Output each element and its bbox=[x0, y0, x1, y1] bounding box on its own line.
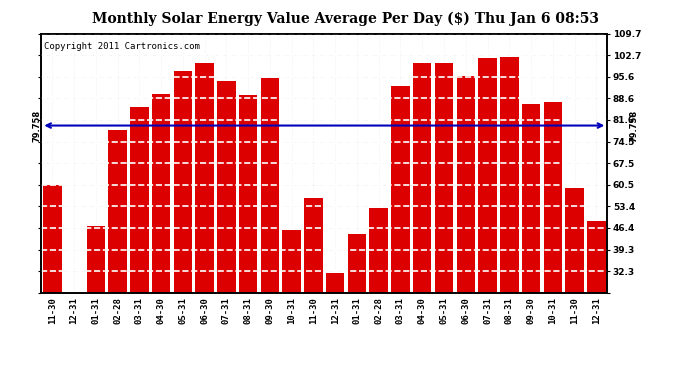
Text: 3.466: 3.466 bbox=[200, 341, 209, 364]
Text: Copyright 2011 Cartronics.com: Copyright 2011 Cartronics.com bbox=[44, 42, 200, 51]
Text: 1.829: 1.829 bbox=[374, 341, 383, 364]
Text: 3.526: 3.526 bbox=[483, 341, 492, 364]
Bar bbox=[261, 78, 279, 370]
Bar bbox=[282, 230, 301, 370]
Bar bbox=[369, 208, 388, 370]
Bar bbox=[391, 86, 410, 370]
Text: 3.104: 3.104 bbox=[244, 341, 253, 364]
Bar bbox=[108, 130, 127, 370]
Text: 3.258: 3.258 bbox=[222, 341, 231, 364]
Text: 3.381: 3.381 bbox=[178, 341, 188, 364]
Text: 1.535: 1.535 bbox=[353, 341, 362, 364]
Bar bbox=[195, 63, 214, 370]
Bar bbox=[348, 234, 366, 370]
Text: 2.092: 2.092 bbox=[48, 341, 57, 364]
Text: 1.584: 1.584 bbox=[287, 341, 296, 364]
Text: 3.118: 3.118 bbox=[157, 341, 166, 364]
Text: 2.998: 2.998 bbox=[526, 341, 535, 364]
Bar bbox=[478, 58, 497, 370]
Text: 3.317: 3.317 bbox=[461, 341, 471, 364]
Text: 2.712: 2.712 bbox=[113, 341, 122, 364]
Bar bbox=[239, 95, 257, 370]
Bar bbox=[65, 293, 83, 370]
Text: 0.868: 0.868 bbox=[70, 341, 79, 364]
Bar bbox=[43, 185, 61, 370]
Bar bbox=[86, 226, 105, 370]
Text: 1.680: 1.680 bbox=[592, 341, 601, 364]
Text: 79.758: 79.758 bbox=[630, 110, 639, 142]
Bar bbox=[304, 198, 323, 370]
Text: 1.943: 1.943 bbox=[309, 341, 318, 364]
Bar bbox=[522, 105, 540, 370]
Text: 3.464: 3.464 bbox=[417, 341, 426, 364]
Bar bbox=[174, 70, 192, 370]
Bar bbox=[152, 94, 170, 370]
Text: 3.302: 3.302 bbox=[266, 341, 275, 364]
Bar bbox=[500, 57, 518, 370]
Text: 1.094: 1.094 bbox=[331, 341, 339, 364]
Text: 3.539: 3.539 bbox=[505, 341, 514, 364]
Text: 3.464: 3.464 bbox=[440, 341, 449, 364]
Text: Monthly Solar Energy Value Average Per Day ($) Thu Jan 6 08:53: Monthly Solar Energy Value Average Per D… bbox=[92, 11, 598, 26]
Bar bbox=[544, 102, 562, 370]
Bar bbox=[587, 221, 606, 370]
Text: 3.204: 3.204 bbox=[396, 341, 405, 364]
Bar bbox=[435, 63, 453, 370]
Bar bbox=[326, 273, 344, 370]
Text: 3.028: 3.028 bbox=[549, 341, 558, 364]
Bar bbox=[457, 76, 475, 370]
Text: 1.622: 1.622 bbox=[91, 341, 100, 364]
Text: 2.973: 2.973 bbox=[135, 341, 144, 364]
Bar bbox=[413, 63, 431, 370]
Bar bbox=[130, 106, 148, 370]
Text: 79.758: 79.758 bbox=[32, 110, 41, 142]
Text: 2.060: 2.060 bbox=[570, 341, 579, 364]
Bar bbox=[565, 188, 584, 370]
Bar bbox=[217, 81, 235, 370]
